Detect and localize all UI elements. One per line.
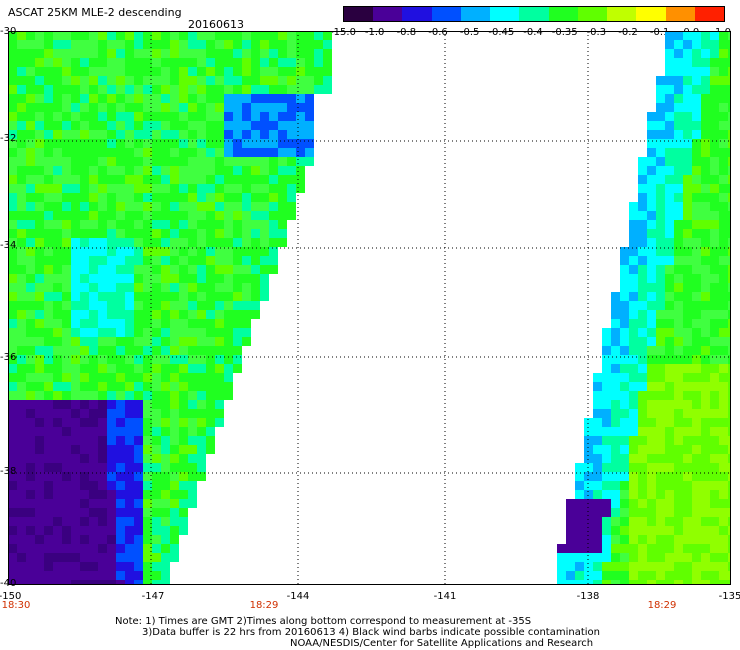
time-label: 18:29 bbox=[249, 600, 279, 611]
y-tick-label: -30 bbox=[0, 26, 17, 37]
y-tick-label: -38 bbox=[0, 466, 17, 477]
x-tick-label: -135 bbox=[718, 591, 740, 602]
colorbar-label: -0.5 bbox=[459, 27, 480, 38]
colorbar-label: -1.0 bbox=[364, 27, 385, 38]
x-tick-label: -147 bbox=[141, 591, 165, 602]
map-date: 20160613 bbox=[188, 18, 244, 31]
colorbar-swatch bbox=[431, 7, 461, 21]
colorbar-label: -0.6 bbox=[428, 27, 448, 38]
colorbar-swatch bbox=[577, 7, 608, 21]
colorbar-swatch bbox=[402, 7, 432, 21]
time-label: 18:29 bbox=[647, 600, 677, 611]
x-tick-label: -138 bbox=[576, 591, 600, 602]
map-title: ASCAT 25KM MLE-2 descending bbox=[8, 6, 182, 19]
y-tick-label: -34 bbox=[0, 240, 17, 251]
time-label: 18:30 bbox=[1, 600, 31, 611]
colorbar-label: -0.2 bbox=[618, 27, 638, 38]
colorbar-swatch bbox=[373, 7, 403, 21]
y-tick-label: -36 bbox=[0, 352, 17, 363]
colorbar-swatch bbox=[665, 7, 695, 21]
colorbar-swatch bbox=[548, 7, 578, 21]
colorbar-swatch bbox=[636, 7, 666, 21]
x-tick-label: -150 bbox=[0, 591, 22, 602]
colorbar-label: -0.35 bbox=[551, 27, 578, 38]
note-line-3: NOAA/NESDIS/Center for Satellite Applica… bbox=[290, 638, 594, 649]
colorbar-swatch bbox=[490, 7, 520, 21]
colorbar bbox=[343, 6, 725, 22]
colorbar-swatch bbox=[344, 7, 374, 21]
colorbar-swatch bbox=[694, 7, 725, 21]
x-tick-label: -144 bbox=[286, 591, 310, 602]
swath-map bbox=[8, 31, 731, 585]
colorbar-label: -0.1 bbox=[649, 27, 670, 38]
colorbar-swatch bbox=[607, 7, 637, 21]
colorbar-label: -15.0 bbox=[330, 27, 356, 38]
colorbar-swatch bbox=[519, 7, 549, 21]
note-line-1: Note: 1) Times are GMT 2)Times along bot… bbox=[115, 616, 532, 627]
colorbar-label: -0.3 bbox=[586, 27, 607, 38]
colorbar-label: -0.8 bbox=[396, 27, 417, 38]
x-tick-label: -141 bbox=[433, 591, 457, 602]
colorbar-label: -0.4 bbox=[523, 27, 543, 38]
colorbar-label: -0.45 bbox=[488, 27, 515, 38]
y-tick-label: -32 bbox=[0, 133, 17, 144]
note-line-2: 3)Data buffer is 22 hrs from 20160613 4)… bbox=[142, 627, 600, 638]
y-tick-label: -40 bbox=[0, 578, 17, 589]
colorbar-swatch bbox=[460, 7, 491, 21]
